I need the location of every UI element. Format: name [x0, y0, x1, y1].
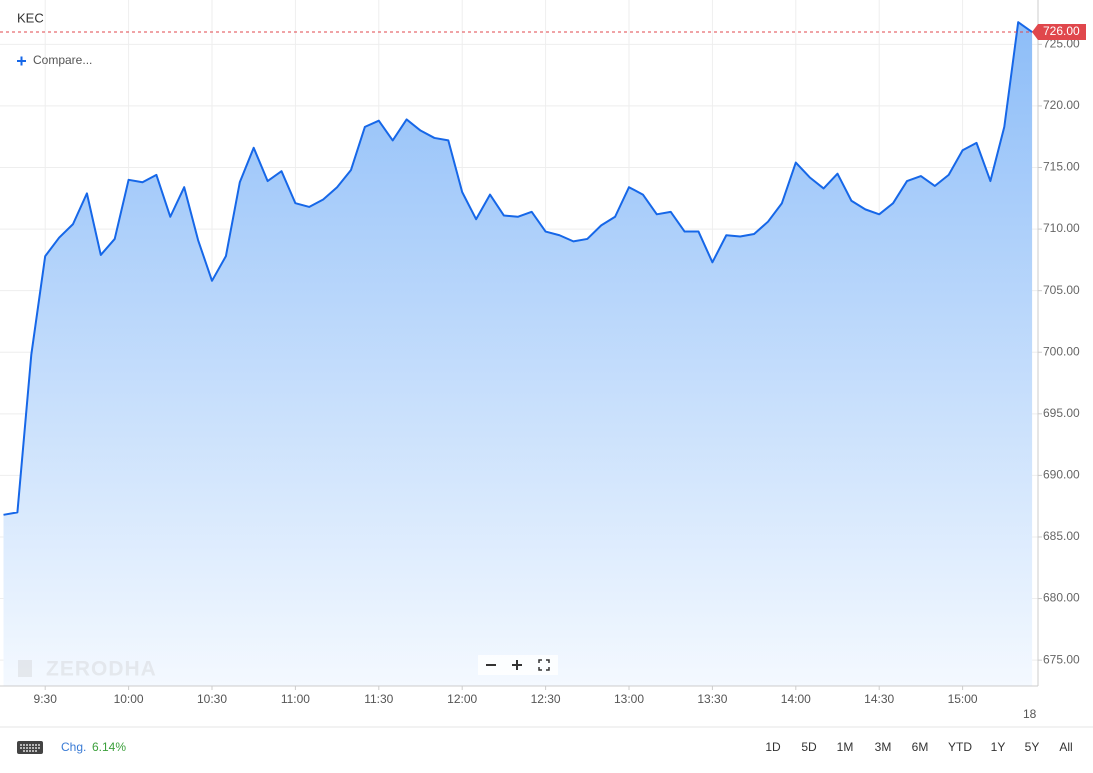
y-tick-label: 700.00 — [1043, 344, 1080, 358]
range-button[interactable]: 6M — [912, 740, 929, 754]
line — [3, 21, 1033, 516]
x-tick-label: 12:00 — [447, 692, 477, 706]
x-tick-label: 10:30 — [197, 692, 227, 706]
symbol: KEC — [17, 10, 44, 25]
compare-button[interactable]: Compare... — [17, 53, 92, 67]
x-tick-label: 11:00 — [281, 692, 310, 706]
range-button[interactable]: 1M — [837, 740, 854, 754]
y-tick-label: 695.00 — [1043, 406, 1080, 420]
range-button[interactable]: 5Y — [1025, 740, 1040, 754]
y-tick-label: 675.00 — [1043, 652, 1080, 666]
watermark-text: ZERODHA — [46, 658, 157, 681]
range-button[interactable]: 3M — [875, 740, 892, 754]
zoom-in[interactable] — [512, 660, 522, 670]
y-tick-label: 710.00 — [1043, 221, 1080, 235]
y-tick-label: 690.00 — [1043, 468, 1080, 482]
x-tick-label: 14:30 — [864, 692, 894, 706]
y-tick-label: 705.00 — [1043, 283, 1080, 297]
range-button[interactable]: 5D — [801, 740, 817, 754]
keyboard-icon[interactable] — [17, 741, 43, 754]
range-button[interactable]: YTD — [948, 740, 972, 754]
x-tick-label: 11:30 — [364, 692, 393, 706]
change-value: 6.14% — [92, 740, 126, 754]
x-tick-label: 12:30 — [531, 692, 561, 706]
area — [3, 22, 1033, 686]
y-tick-label: 685.00 — [1043, 529, 1080, 543]
watermark: ZERODHA — [18, 658, 157, 681]
keyboard-keys — [20, 744, 40, 752]
zoom-controls — [478, 655, 558, 675]
y-tick-label: 715.00 — [1043, 160, 1080, 174]
x-tick-label: 10:00 — [114, 692, 144, 706]
range-button[interactable]: 1Y — [991, 740, 1006, 754]
range-button[interactable]: All — [1059, 740, 1072, 754]
change-label: Chg. — [61, 740, 86, 754]
y-tick-label: 680.00 — [1043, 591, 1080, 605]
last-price-tag — [1032, 24, 1086, 41]
x-tick-label: 14:00 — [781, 692, 811, 706]
x-tick-label: 13:00 — [614, 692, 644, 706]
watermark-logo — [18, 660, 32, 677]
x-tick-label: 15:00 — [948, 692, 978, 706]
x-tick-label: 13:30 — [697, 692, 727, 706]
fullscreen[interactable] — [538, 659, 550, 671]
date-label: 18 — [1023, 707, 1037, 721]
plus-icon — [17, 56, 26, 66]
compare-label: Compare... — [33, 53, 92, 67]
x-tick-label: 9:30 — [34, 692, 58, 706]
y-tick-label: 720.00 — [1043, 98, 1080, 112]
range-button[interactable]: 1D — [765, 740, 781, 754]
last-price-label: 726.00 — [1043, 24, 1080, 38]
